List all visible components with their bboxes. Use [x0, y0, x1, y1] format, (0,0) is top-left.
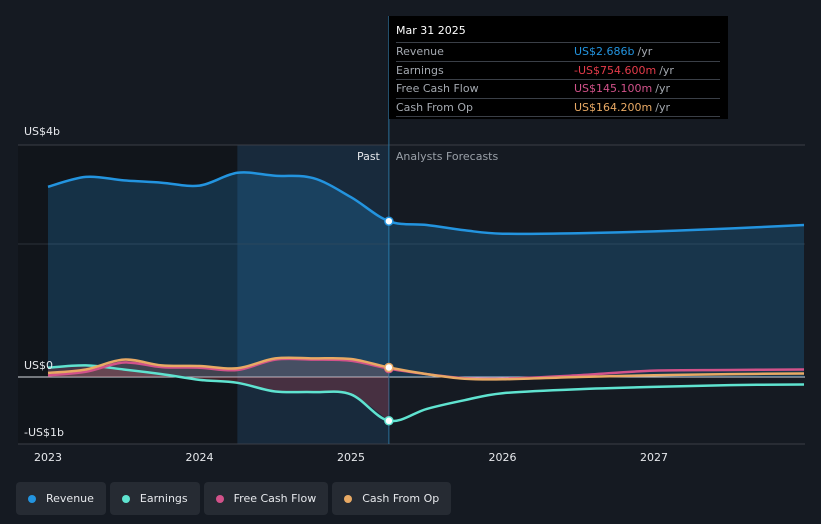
- marker-earnings: [384, 416, 394, 426]
- legend-item-cash-from-op[interactable]: Cash From Op: [332, 482, 452, 515]
- y-axis-label: -US$1b: [24, 426, 64, 439]
- legend-item-revenue[interactable]: Revenue: [16, 482, 106, 515]
- tooltip-label: Earnings: [396, 63, 444, 77]
- tooltip-row-free-cash-flow: Free Cash Flow US$145.100m /yr: [396, 79, 720, 98]
- tooltip-value: -US$754.600m: [574, 63, 657, 77]
- tooltip-label: Revenue: [396, 45, 444, 58]
- legend-label: Revenue: [46, 492, 94, 505]
- legend-label: Free Cash Flow: [233, 492, 317, 505]
- legend-item-earnings[interactable]: Earnings: [109, 482, 200, 515]
- x-tick-label: 2025: [337, 451, 365, 464]
- marker-cash-from-op: [384, 362, 394, 373]
- tooltip-value: US$145.100m: [574, 82, 653, 95]
- series-line-cash-from-op: [47, 356, 805, 381]
- tooltip-unit: /yr: [659, 63, 674, 77]
- legend-item-free-cash-flow[interactable]: Free Cash Flow: [203, 482, 329, 515]
- tooltip-value: US$164.200m: [574, 100, 653, 114]
- forecast-label: Analysts Forecasts: [396, 150, 499, 163]
- chart-canvas: US$4b US$0 -US$1b 2023 2024 2025 2026 2027 Past A…: [18, 16, 805, 464]
- legend-label: Cash From Op: [362, 492, 440, 505]
- x-tick-label: 2023: [34, 451, 62, 464]
- tooltip-value: US$2.686b: [574, 45, 635, 58]
- series-area-earnings: [48, 365, 389, 421]
- legend-dot-icon: [215, 494, 224, 503]
- tooltip: Mar 31 2025 Revenue US$2.686b /yr Earnin…: [389, 16, 728, 119]
- tooltip-label: Free Cash Flow: [396, 82, 479, 95]
- legend-dot-icon: [344, 494, 353, 503]
- legend: Revenue Earnings Free Cash Flow Cash Fro…: [16, 482, 452, 515]
- y-axis-label: US$4b: [24, 125, 60, 138]
- tooltip-unit: /yr: [637, 45, 653, 58]
- tooltip-unit: /yr: [655, 82, 670, 95]
- legend-dot-icon: [28, 494, 36, 503]
- tooltip-row-cash-from-op: Cash From Op US$164.200m /yr: [396, 97, 720, 117]
- tooltip-row-earnings: Earnings -US$754.600m /yr: [396, 60, 720, 80]
- series-line-revenue: [47, 171, 805, 236]
- legend-dot-icon: [121, 494, 130, 503]
- tooltip-date: Mar 31 2025: [396, 24, 466, 37]
- legend-label: Earnings: [139, 492, 188, 505]
- tooltip-row-revenue: Revenue US$2.686b /yr: [396, 42, 720, 61]
- tooltip-unit: /yr: [655, 100, 670, 114]
- y-axis-label: US$0: [24, 359, 53, 372]
- series-area-revenue: [48, 172, 804, 377]
- series-line-free-cash-flow: [47, 357, 805, 381]
- past-label: Past: [357, 150, 381, 163]
- x-tick-label: 2026: [489, 451, 517, 464]
- tooltip-label: Cash From Op: [396, 100, 474, 114]
- highlight-region: [237, 145, 389, 444]
- x-tick-label: 2027: [640, 451, 668, 464]
- marker-revenue: [384, 216, 394, 226]
- x-tick-label: 2024: [186, 451, 214, 464]
- series-line-earnings: [47, 364, 805, 423]
